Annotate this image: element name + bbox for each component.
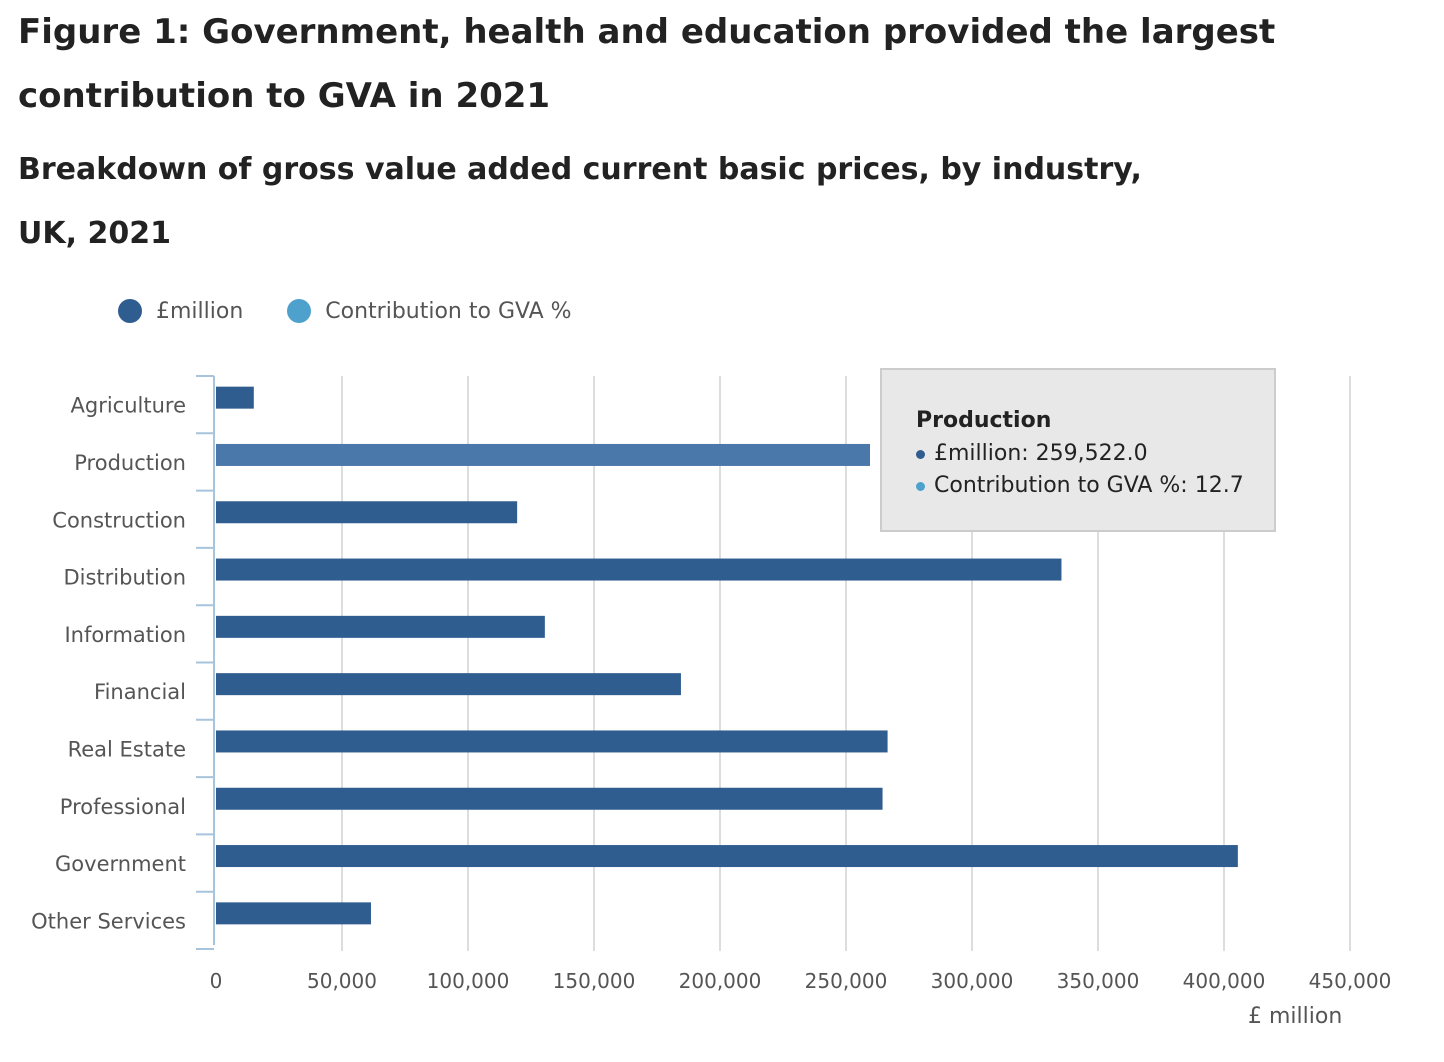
category-label-financial: Financial [94,680,186,704]
x-tick-label-5: 250,000 [805,969,888,993]
x-tick-label-8: 400,000 [1183,969,1266,993]
x-tick-label-4: 200,000 [679,969,762,993]
tooltip-row-gva-percent: Contribution to GVA %: 12.7 [916,470,1274,502]
x-tick-label-2: 100,000 [427,969,510,993]
category-label-production: Production [74,451,186,475]
bar-information[interactable] [216,615,545,638]
category-label-construction: Construction [52,508,186,532]
legend-dot-gva-percent [287,299,312,323]
x-tick-label-1: 50,000 [307,969,377,993]
bar-agriculture[interactable] [216,386,254,409]
tooltip-row-million: £million: 259,522.0 [916,438,1274,470]
category-label-government: Government [55,852,186,876]
chart-subtitle: Breakdown of gross value added current b… [18,152,1142,251]
bar-production[interactable] [216,443,870,466]
category-label-real-estate: Real Estate [68,737,186,761]
bar-distribution[interactable] [216,558,1062,581]
category-label-information: Information [64,623,186,647]
x-tick-label-0: 0 [210,969,223,993]
bar-other-services[interactable] [216,902,371,925]
legend-label-million: £million [156,298,244,324]
tooltip-text-gva-percent: Contribution to GVA %: 12.7 [934,473,1244,498]
bar-financial[interactable] [216,673,681,696]
tooltip-dot-gva-percent [916,481,925,491]
x-tick-label-3: 150,000 [553,969,636,993]
chart-legend: £million Contribution to GVA % [118,294,616,328]
chart-title: Figure 1: Government, health and educati… [18,12,1276,116]
legend-label-gva-percent: Contribution to GVA % [325,298,572,324]
x-axis-label: £ million [1248,1004,1343,1029]
bar-professional[interactable] [216,787,883,810]
x-tick-label-7: 350,000 [1057,969,1140,993]
chart-tooltip: Production £million: 259,522.0 Contribut… [880,368,1276,532]
category-label-other-services: Other Services [31,909,186,933]
bar-real-estate[interactable] [216,730,888,753]
x-tick-label-6: 300,000 [931,969,1014,993]
tooltip-text-million: £million: 259,522.0 [934,441,1148,466]
bar-government[interactable] [216,845,1238,868]
x-tick-label-9: 450,000 [1309,969,1392,993]
legend-item-gva-percent[interactable]: Contribution to GVA % [287,298,572,324]
bar-construction[interactable] [216,501,518,524]
category-label-agriculture: Agriculture [71,394,187,418]
legend-dot-million [118,299,142,323]
category-label-professional: Professional [60,795,186,819]
legend-item-million[interactable]: £million [118,299,243,324]
tooltip-title: Production [916,408,1052,433]
category-label-distribution: Distribution [63,566,186,590]
tooltip-dot-million [916,449,925,459]
